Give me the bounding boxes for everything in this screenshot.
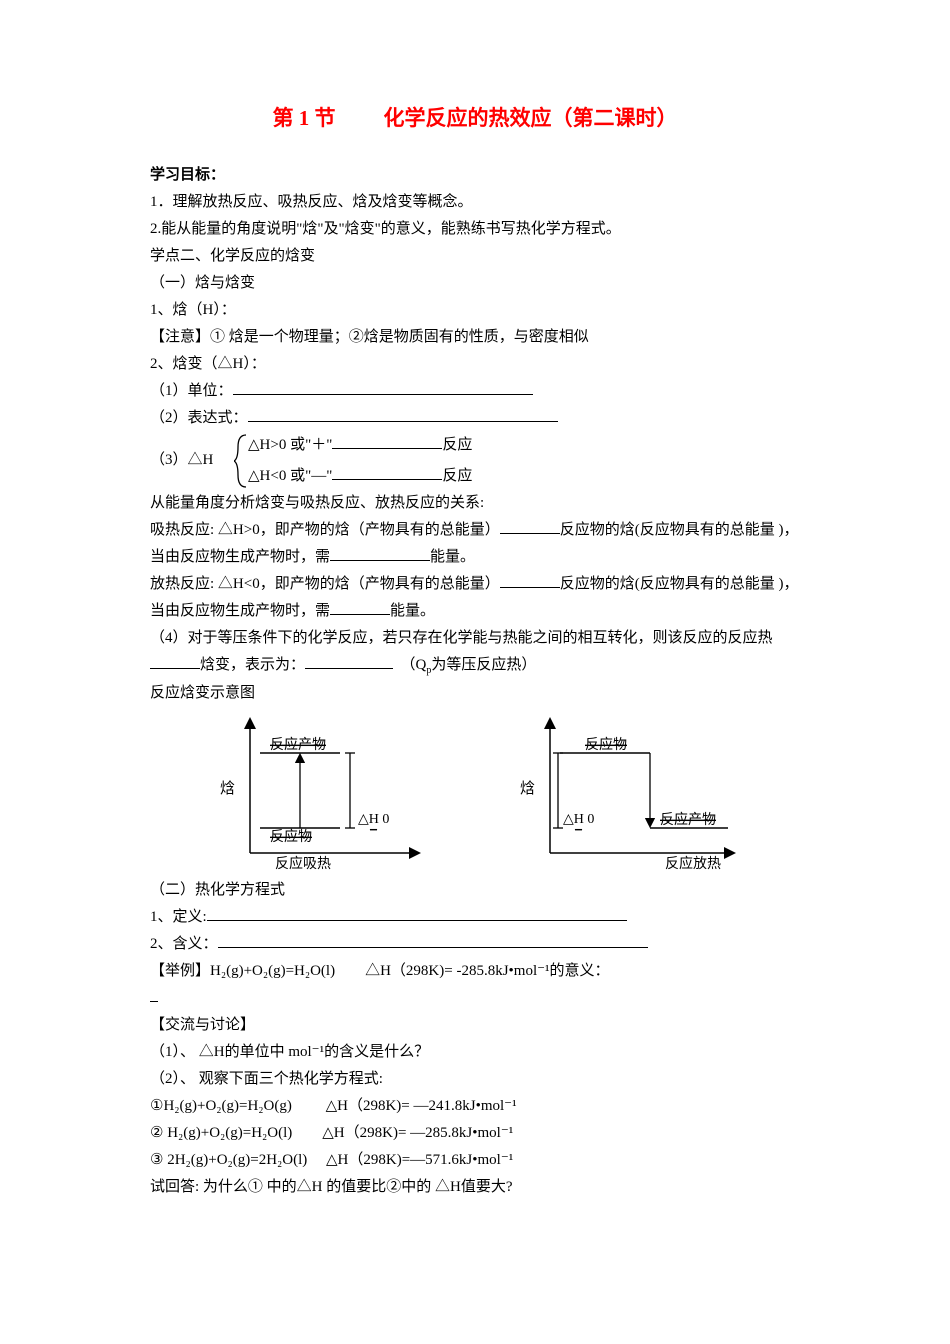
enthalpy-diagrams: 焓 反应产物 反应物 △H 0 _ 反应吸热 (150, 713, 800, 873)
fill-line: （2）表达式： (150, 405, 800, 432)
title-text: 化学反应的热效应（第二课时） (384, 106, 678, 130)
exothermic-diagram: 焓 反应物 反应产物 △H 0 _ 反应放热 (500, 713, 760, 873)
diagram-subcaption: 反应吸热 (275, 855, 331, 872)
blank-field[interactable] (330, 599, 390, 615)
page-title: 第 1 节 化学反应的热效应（第二课时） (150, 100, 800, 138)
fill-line: 2、含义： (150, 931, 800, 958)
label-text: 能量。 (430, 549, 475, 565)
objective-item: 2.能从能量的角度说明"焓"及"焓变"的意义，能熟练书写热化学方程式。 (150, 216, 800, 243)
blank-field[interactable] (500, 572, 560, 588)
fill-paragraph: 吸热反应: △H>0，即产物的焓（产物具有的总能量）反应物的焓(反应物具有的总能… (150, 517, 800, 571)
objectives-heading: 学习目标： (150, 162, 800, 189)
label-text: 反应 (442, 468, 472, 484)
equation-text: H₂(g)+O₂(g)=H₂O(l) △H（298K)= -285.8kJ•mo… (210, 963, 610, 979)
diagram-caption: 反应焓变示意图 (150, 680, 800, 707)
fill-line: 1、定义: (150, 904, 800, 931)
title-section-number: 第 1 节 (273, 106, 336, 130)
blank-field[interactable] (248, 406, 558, 422)
fill-line: （1）单位： (150, 378, 800, 405)
label-text: 2、含义： (150, 936, 218, 952)
label-text: 1、定义: (150, 909, 207, 925)
brace-group: （3）△H △H>0 或"＋" 反应 △H<0 或"—" 反应 (150, 432, 800, 490)
equation-text: ② H₂(g)+O₂(g)=H₂O(l) △H（298K)= —285.8kJ•… (150, 1120, 800, 1147)
equation-text: ①H₂(g)+O₂(g)=H₂O(g) △H（298K)= —241.8kJ•m… (150, 1093, 800, 1120)
brace-option: △H<0 或"—" 反应 (248, 463, 472, 490)
blank-field[interactable] (330, 545, 430, 561)
level-label: 反应物 (585, 736, 627, 753)
blank-field[interactable] (207, 905, 627, 921)
blank-field[interactable] (150, 986, 158, 1002)
section-heading: （一）焓与焓变 (150, 270, 800, 297)
section-heading: （二）热化学方程式 (150, 877, 800, 904)
body-text: 从能量角度分析焓变与吸热反应、放热反应的关系: (150, 490, 800, 517)
level-label: 反应物 (270, 828, 312, 845)
brace-option: △H>0 或"＋" 反应 (248, 432, 472, 459)
fill-paragraph: （4）对于等压条件下的化学反应，若只存在化学能与热能之间的相互转化，则该反应的反… (150, 625, 800, 680)
item3-label: （3）△H (150, 447, 234, 474)
blank-field[interactable] (332, 464, 442, 480)
label-text: （Q (408, 657, 426, 673)
diagram-subcaption: 反应放热 (665, 855, 721, 872)
label-text: 吸热反应: △H>0，即产物的焓（产物具有的总能量） (150, 522, 500, 538)
label-text: （1）单位： (150, 383, 233, 399)
equation-text: ③ 2H₂(g)+O₂(g)=2H₂O(l) △H（298K)=—571.6kJ… (150, 1147, 800, 1174)
label-text: 反应 (442, 437, 472, 453)
label-text: 能量。 (390, 603, 435, 619)
blank-field[interactable] (233, 379, 533, 395)
discussion-heading: 【交流与讨论】 (150, 1012, 800, 1039)
note-text: 【注意】① 焓是一个物理量；②焓是物质固有的性质，与密度相似 (150, 324, 800, 351)
answer-prompt: 试回答: 为什么① 中的△H 的值要比②中的 △H值要大? (150, 1174, 800, 1201)
study-point: 学点二、化学反应的焓变 (150, 243, 800, 270)
label-text: △H<0 或"—" (248, 468, 332, 484)
label-text: 放热反应: △H<0，即产物的焓（产物具有的总能量） (150, 576, 500, 592)
label-text: 为等压反应热） (431, 657, 536, 673)
objective-item: 1．理解放热反应、吸热反应、焓及焓变等概念。 (150, 189, 800, 216)
blank-field[interactable] (332, 433, 442, 449)
svg-text:_: _ (574, 817, 583, 832)
axis-label: 焓 (220, 780, 235, 797)
left-brace-icon (234, 433, 248, 489)
question-text: （1）、 △H的单位中 mol⁻¹的含义是什么？ (150, 1039, 800, 1066)
document-page: 第 1 节 化学反应的热效应（第二课时） 学习目标： 1．理解放热反应、吸热反应、… (0, 0, 950, 1344)
body-text: 2、焓变（△H）： (150, 351, 800, 378)
level-label: 反应产物 (270, 736, 326, 753)
label-text: △H>0 或"＋" (248, 437, 332, 453)
blank-field[interactable] (500, 518, 560, 534)
label-text: （2）表达式： (150, 410, 248, 426)
question-text: （2）、 观察下面三个热化学方程式: (150, 1066, 800, 1093)
body-text: 1、焓（H）： (150, 297, 800, 324)
fill-paragraph: 放热反应: △H<0，即产物的焓（产物具有的总能量）反应物的焓(反应物具有的总能… (150, 571, 800, 625)
endothermic-diagram: 焓 反应产物 反应物 △H 0 _ 反应吸热 (190, 713, 440, 873)
level-label: 反应产物 (660, 811, 716, 828)
svg-text:_: _ (369, 817, 378, 832)
axis-label: 焓 (520, 780, 535, 797)
label-text: 焓变，表示为： (200, 657, 305, 673)
label-text: （4）对于等压条件下的化学反应，若只存在化学能与热能之间的相互转化，则该反应的反… (150, 630, 773, 646)
blank-field[interactable] (218, 932, 648, 948)
blank-field[interactable] (150, 653, 200, 669)
blank-field[interactable] (305, 653, 393, 669)
example-line: 【举例】H₂(g)+O₂(g)=H₂O(l) △H（298K)= -285.8k… (150, 958, 800, 985)
label-text: 【举例】 (150, 963, 210, 979)
blank-line (150, 985, 800, 1012)
